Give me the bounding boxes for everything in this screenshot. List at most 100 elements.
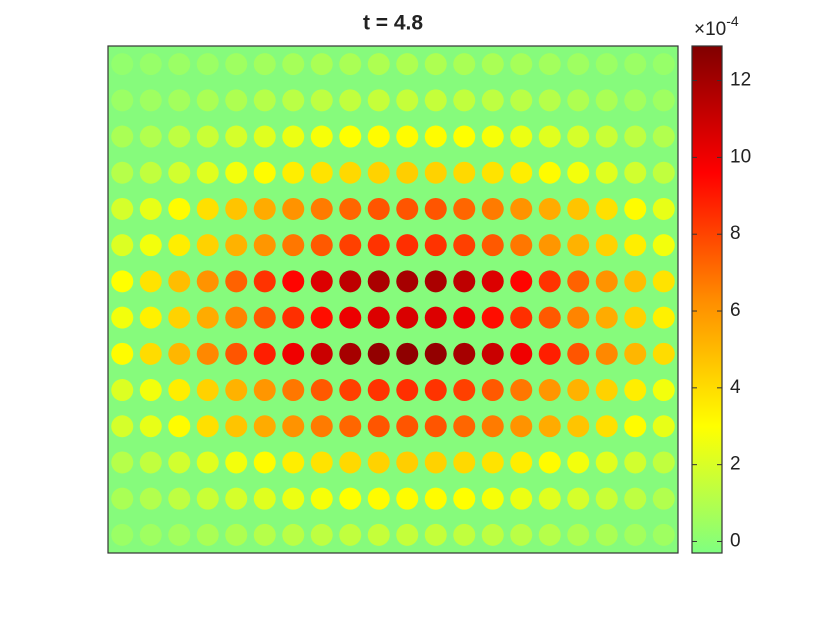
dot [396,451,419,474]
dot [168,451,191,474]
multiplier-exponent: -4 [726,13,739,29]
dot [424,415,447,438]
dot [139,53,162,76]
dot [595,487,618,510]
dot [510,487,533,510]
dot [510,379,533,402]
dot [652,379,675,402]
dot [510,197,533,220]
dot [196,125,219,148]
dot [111,270,134,293]
dot [624,523,647,546]
dot [481,379,504,402]
dot [652,125,675,148]
dot [595,306,618,329]
dot [595,161,618,184]
dot [424,451,447,474]
dot [481,487,504,510]
dot [453,487,476,510]
dot [282,161,305,184]
multiplier-base: ×10 [694,19,726,40]
colorbar-tick-label: 4 [730,377,741,398]
dot [567,197,590,220]
dot [396,53,419,76]
dot [424,234,447,257]
dot [111,89,134,112]
dot [567,125,590,148]
dot [424,161,447,184]
dot [424,270,447,293]
dot [310,306,333,329]
dot [538,451,561,474]
dot [538,270,561,293]
dot [652,415,675,438]
dot [111,125,134,148]
dot [510,125,533,148]
dot [567,53,590,76]
dot [481,523,504,546]
dot [396,487,419,510]
dot [595,379,618,402]
dot [310,451,333,474]
dot [453,197,476,220]
dot [481,306,504,329]
dot [595,234,618,257]
dot [595,53,618,76]
dot [510,451,533,474]
dot [538,415,561,438]
dot [367,379,390,402]
dot [396,342,419,365]
dot [481,451,504,474]
dot [453,306,476,329]
dot [111,451,134,474]
dot [139,451,162,474]
dot [139,379,162,402]
dot [595,197,618,220]
dot [396,197,419,220]
colorbar-tick-label: 0 [730,530,741,551]
dot [253,523,276,546]
dot [595,451,618,474]
dot [310,415,333,438]
dot [111,487,134,510]
dot [282,487,305,510]
colorbar-tick-label: 6 [730,300,741,321]
dot [196,487,219,510]
dot [168,161,191,184]
dot [225,89,248,112]
dot [510,89,533,112]
dot [225,197,248,220]
dot [310,53,333,76]
dot [139,161,162,184]
dot [253,487,276,510]
dot [481,270,504,293]
dot [567,270,590,293]
dot [396,306,419,329]
dot [310,89,333,112]
dot [282,234,305,257]
dot [310,270,333,293]
dot [225,234,248,257]
dot [481,53,504,76]
dot [339,451,362,474]
dot [168,415,191,438]
dot [339,342,362,365]
dot [538,487,561,510]
dot [481,415,504,438]
dot [339,306,362,329]
dot [111,197,134,220]
dot [339,197,362,220]
dot [424,125,447,148]
dot [139,306,162,329]
dot [567,234,590,257]
dot [510,234,533,257]
dot [453,270,476,293]
dot [310,487,333,510]
dot [624,487,647,510]
dot [453,415,476,438]
dot [196,53,219,76]
dot [282,342,305,365]
dot [396,415,419,438]
dot [253,451,276,474]
dot [282,125,305,148]
